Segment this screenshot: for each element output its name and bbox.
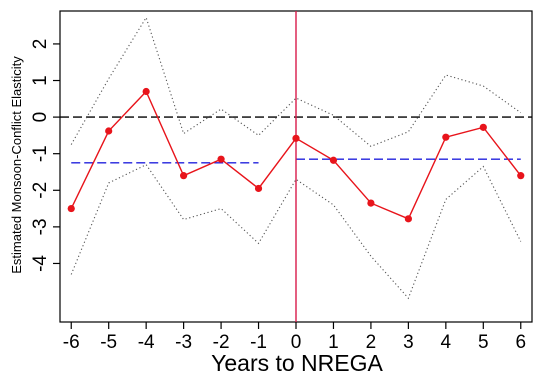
estimate-point (367, 199, 375, 207)
y-tick-label: 1 (30, 75, 51, 86)
x-tick-label: 3 (403, 332, 414, 353)
x-axis-title: Years to NREGA (211, 350, 383, 376)
estimate-point (517, 172, 525, 180)
y-tick-label: -4 (30, 255, 51, 272)
estimate-point (404, 215, 412, 223)
estimate-point (329, 156, 338, 164)
y-tick-label: 2 (30, 39, 51, 50)
x-tick-label: -5 (100, 332, 117, 353)
x-tick-label: -3 (175, 332, 192, 353)
estimate-point (180, 172, 188, 180)
estimate-point (479, 123, 487, 131)
estimate-point (217, 155, 225, 163)
y-tick-label: -1 (30, 145, 51, 162)
x-tick-label: -2 (213, 332, 230, 353)
x-tick-label: -1 (250, 332, 267, 353)
estimate-point (292, 134, 300, 142)
y-axis: -4 -3 -2 -1 0 1 2 (30, 39, 60, 272)
y-tick-label: -3 (30, 218, 51, 235)
x-tick-label: 1 (328, 332, 339, 353)
x-tick-label: -6 (63, 332, 80, 353)
x-tick-label: 5 (478, 332, 489, 353)
x-tick-label: 2 (366, 332, 377, 353)
estimate-point (442, 133, 450, 141)
x-tick-label: 0 (291, 332, 302, 353)
x-tick-label: 6 (515, 332, 526, 353)
y-tick-label: -2 (30, 182, 51, 199)
estimate-point (105, 127, 113, 135)
estimate-point (67, 204, 75, 213)
x-tick-label: 4 (441, 332, 452, 353)
y-tick-label: 0 (30, 112, 51, 123)
x-tick-label: -4 (138, 332, 155, 353)
estimate-point (142, 87, 150, 96)
estimate-point (254, 184, 263, 193)
x-axis: -6 -5 -4 -3 -2 -1 0 1 2 3 4 5 6 (63, 322, 526, 353)
y-axis-title: Estimated Monsoon-Conflict Elasticity (9, 56, 24, 274)
reference-lines (60, 11, 532, 322)
estimate-series (67, 87, 525, 223)
